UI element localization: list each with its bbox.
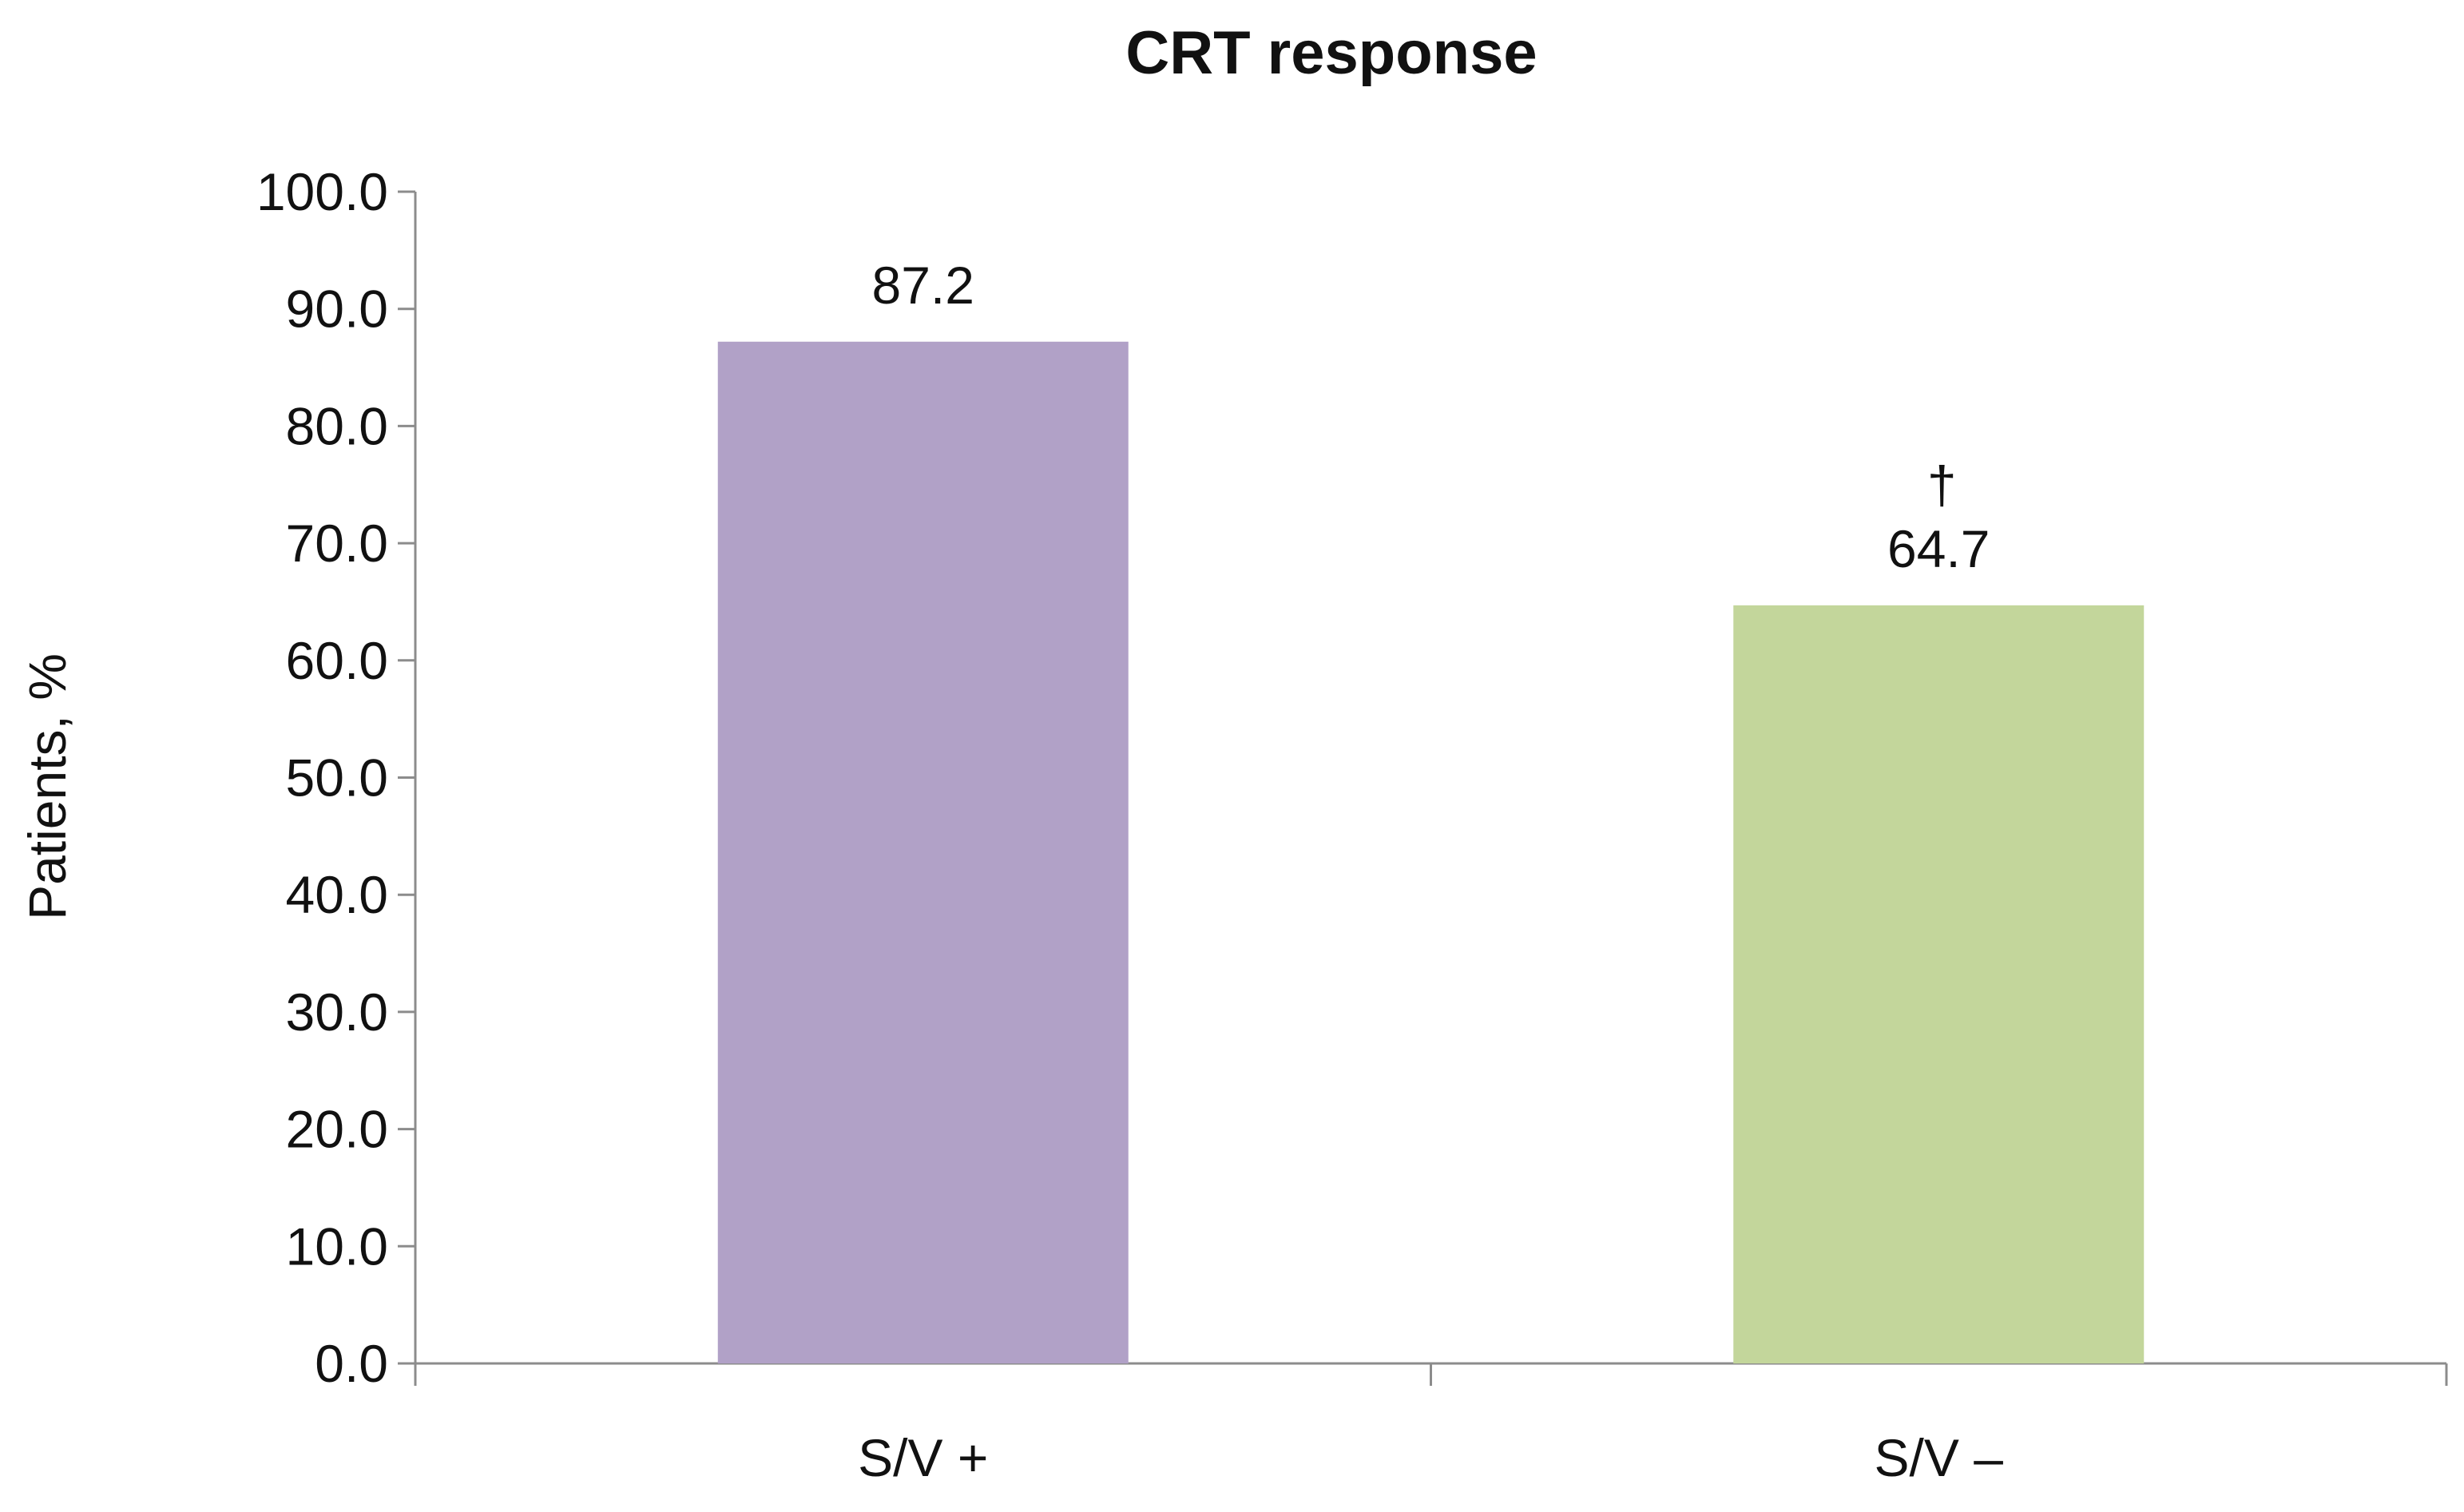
y-tick-label: 100.0	[256, 162, 388, 221]
y-tick-label: 70.0	[286, 514, 388, 573]
y-tick-label: 0.0	[315, 1334, 388, 1393]
data-label: 64.7	[1887, 519, 1990, 578]
y-tick-label: 40.0	[286, 865, 388, 924]
y-tick-label: 60.0	[286, 631, 388, 690]
bar-2	[1733, 605, 2145, 1363]
y-tick-label: 10.0	[286, 1216, 388, 1276]
data-label: 87.2	[872, 256, 974, 315]
x-category-label: S/V +	[858, 1428, 988, 1487]
y-tick-label: 30.0	[286, 982, 388, 1042]
y-tick-label: 20.0	[286, 1100, 388, 1159]
y-tick-label: 50.0	[286, 748, 388, 808]
plot-area: 0.0 10.0 20.0 30.0 40.0 50.0 60.0 70.0 80.0 90.0 1…	[256, 162, 2448, 1487]
bar-1	[717, 341, 1129, 1363]
y-tick-label: 90.0	[286, 280, 388, 339]
x-category-label: S/V –	[1875, 1428, 2004, 1487]
significance-annotation: †	[1927, 455, 1957, 514]
y-tick-label: 80.0	[286, 396, 388, 455]
y-axis-title: Patients, %	[18, 653, 77, 920]
chart-title: CRT response	[1125, 19, 1537, 87]
